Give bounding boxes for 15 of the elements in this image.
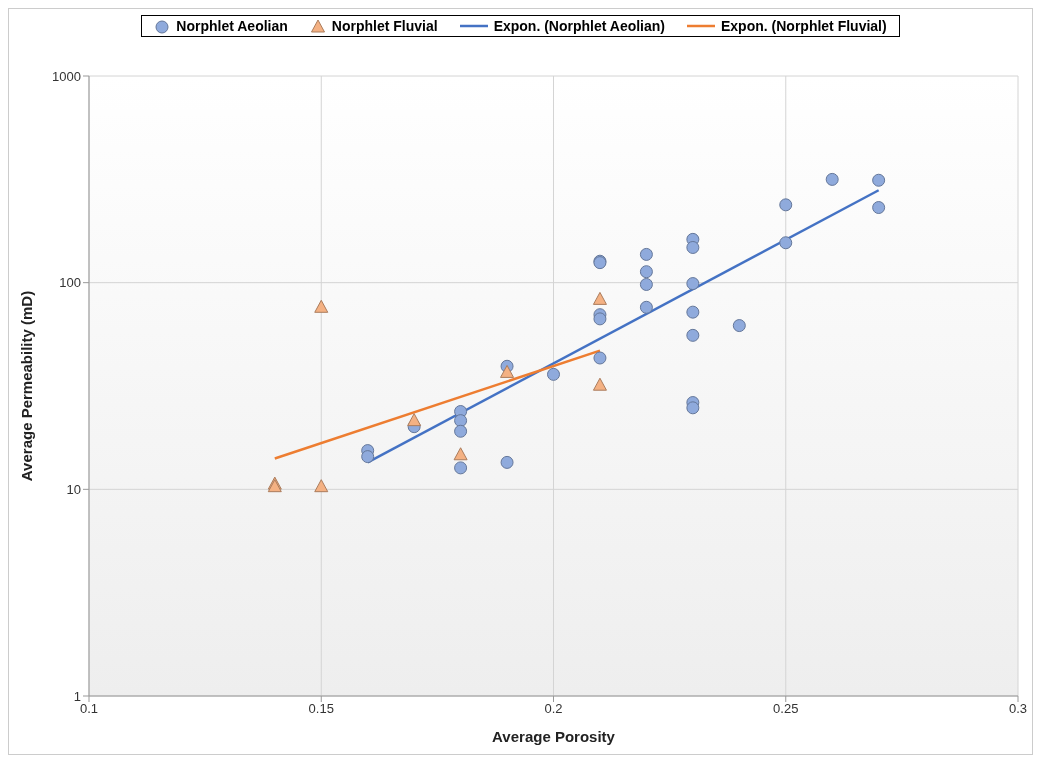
legend-label: Norphlet Fluvial: [331, 18, 438, 34]
y-tick-label: 1: [73, 688, 81, 704]
x-tick-label: 0.15: [308, 701, 334, 717]
x-tick-label: 0.1: [79, 701, 99, 717]
x-tick-label: 0.3: [1008, 701, 1028, 717]
y-tick-label: 100: [59, 275, 81, 291]
legend-label: Norphlet Aeolian: [176, 18, 288, 34]
legend-label: Expon. (Norphlet Aeolian): [493, 18, 665, 34]
y-tick-label: 1000: [52, 68, 81, 84]
y-axis-title: Average Permeability (mD): [18, 290, 36, 482]
y-tick-label: 10: [66, 481, 81, 497]
x-tick-label: 0.25: [773, 701, 799, 717]
x-axis-title: Average Porosity: [492, 728, 616, 745]
legend-label: Expon. (Norphlet Fluvial): [721, 18, 887, 34]
x-tick-label: 0.2: [544, 701, 563, 717]
